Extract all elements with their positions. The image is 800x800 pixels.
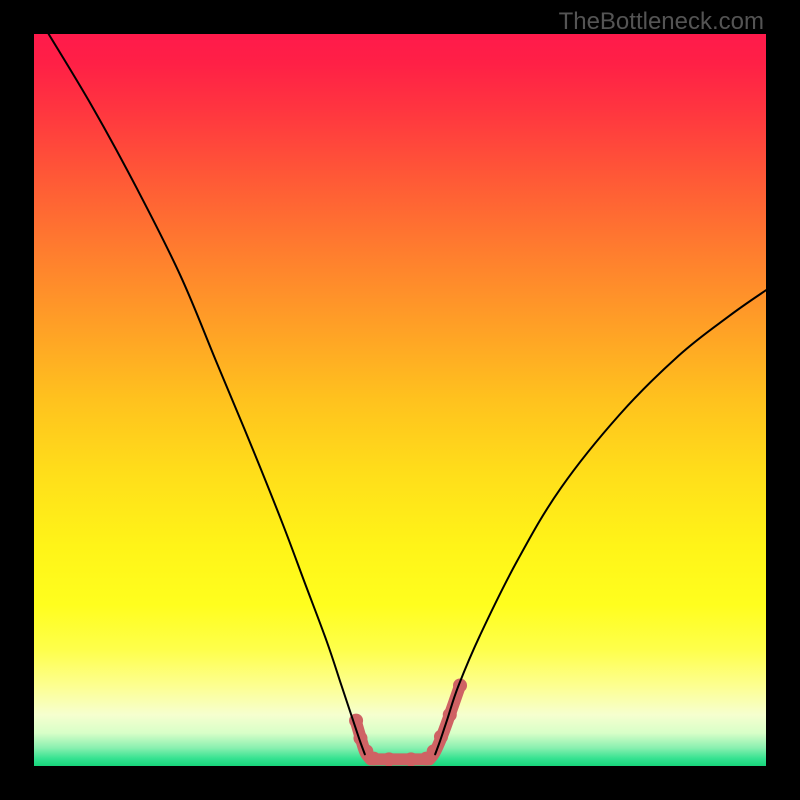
curve-overlay: [0, 0, 800, 800]
highlight-dot: [404, 752, 418, 766]
chart-stage: TheBottleneck.com: [0, 0, 800, 800]
highlight-dot: [382, 752, 396, 766]
watermark-text: TheBottleneck.com: [559, 8, 764, 36]
curve-right-branch: [435, 290, 766, 754]
curve-left-branch: [49, 34, 365, 754]
highlight-dot: [367, 752, 381, 766]
